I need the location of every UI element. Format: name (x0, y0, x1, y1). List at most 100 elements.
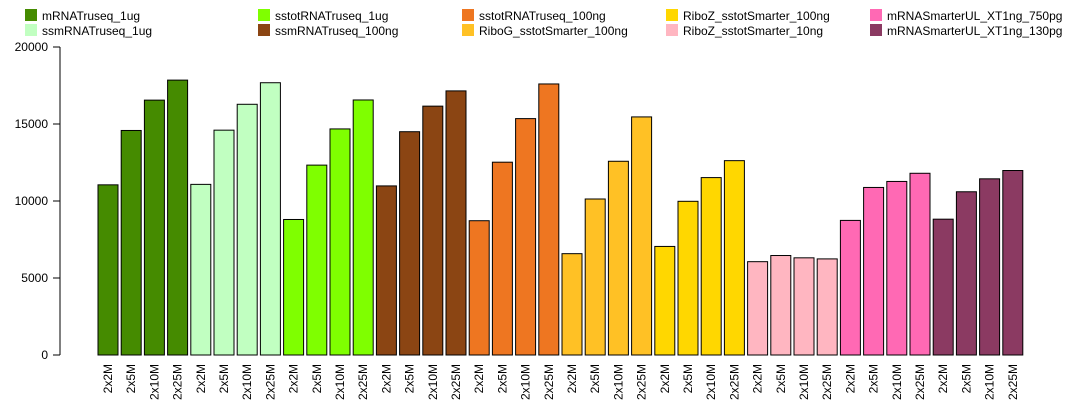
x-tick-label: 2x25M (263, 364, 277, 400)
bar (979, 178, 1001, 356)
x-tick-label: 2x25M (171, 364, 185, 400)
bar (352, 99, 374, 356)
x-tick-label: 2x10M (704, 364, 718, 400)
x-tick-label: 2x10M (983, 364, 997, 400)
bar (631, 116, 653, 356)
x-tick-label: 2x2M (194, 364, 208, 393)
bar (863, 186, 885, 356)
bar (770, 255, 792, 356)
bar (422, 105, 444, 356)
bar (213, 129, 235, 356)
bar (654, 245, 676, 356)
x-tick-label: 2x10M (797, 364, 811, 400)
legend-swatch (25, 9, 37, 21)
legend-label: sstotRNATruseq_1ug (275, 9, 388, 23)
legend-label: RiboZ_sstotSmarter_10ng (683, 24, 823, 38)
bar (909, 172, 931, 356)
bar (816, 258, 838, 356)
x-tick-label: 2x2M (658, 364, 672, 393)
bar (399, 131, 421, 356)
x-tick-label: 2x10M (426, 364, 440, 400)
bars (97, 79, 1024, 356)
bar (955, 191, 977, 356)
x-tick-label: 2x5M (867, 364, 881, 393)
legend-label: mRNASmarterUL_XT1ng_130pg (887, 24, 1062, 38)
x-tick-label: 2x5M (310, 364, 324, 393)
bar (561, 253, 583, 356)
y-tick-label: 5000 (21, 271, 48, 285)
legend-label: mRNASmarterUL_XT1ng_750pg (887, 9, 1062, 23)
bar (839, 219, 861, 356)
x-tick-label: 2x5M (124, 364, 138, 393)
x-tick-label: 2x2M (101, 364, 115, 393)
y-tick-label: 15000 (15, 117, 49, 131)
bar (793, 257, 815, 356)
y-tick-label: 20000 (15, 40, 49, 54)
y-tick-label: 10000 (15, 194, 49, 208)
bar (445, 90, 467, 356)
legend-swatch (870, 24, 882, 36)
bar (607, 160, 629, 356)
bar (584, 198, 606, 356)
legend-label: mRNATruseq_1ug (42, 9, 140, 23)
legend-swatch (462, 9, 474, 21)
x-tick-label: 2x25M (727, 364, 741, 400)
bar (259, 82, 281, 356)
x-tick-label: 2x5M (681, 364, 695, 393)
legend-swatch (258, 9, 270, 21)
x-tick-label: 2x25M (635, 364, 649, 400)
x-tick-label: 2x5M (495, 364, 509, 393)
legend-swatch (666, 24, 678, 36)
y-axis: 0 5000 10000 15000 20000 (15, 40, 61, 362)
x-tick-label: 2x5M (217, 364, 231, 393)
bar (491, 161, 513, 356)
bar (329, 128, 351, 356)
legend-label: ssmRNATruseq_100ng (275, 24, 398, 38)
bar (515, 118, 537, 356)
x-tick-label: 2x10M (519, 364, 533, 400)
bar (747, 261, 769, 356)
bar (97, 184, 119, 356)
x-tick-label: 2x2M (472, 364, 486, 393)
bar (283, 218, 305, 356)
x-tick-label: 2x10M (147, 364, 161, 400)
legend-swatch (666, 9, 678, 21)
x-tick-label: 2x2M (565, 364, 579, 393)
x-tick-label: 2x2M (379, 364, 393, 393)
bar (143, 99, 165, 356)
bar (236, 103, 258, 356)
x-tick-label: 2x25M (542, 364, 556, 400)
bar (700, 177, 722, 356)
x-axis: 2x2M 2x5M 2x10M 2x25M 2x2M 2x5M 2x10M 2x25M 2x2M… (101, 364, 1020, 400)
bar (723, 160, 745, 356)
legend-label: ssmRNATruseq_1ug (42, 24, 152, 38)
legend-swatch (25, 24, 37, 36)
x-tick-label: 2x10M (333, 364, 347, 400)
bar (932, 218, 954, 356)
bar (306, 164, 328, 356)
x-tick-label: 2x2M (936, 364, 950, 393)
y-tick-label: 0 (41, 348, 48, 362)
x-tick-label: 2x5M (959, 364, 973, 393)
x-tick-label: 2x25M (820, 364, 834, 400)
legend-swatch (870, 9, 882, 21)
bar (468, 220, 490, 356)
x-tick-label: 2x25M (1006, 364, 1020, 400)
legend-label: RiboG_sstotSmarter_100ng (479, 24, 628, 38)
x-tick-label: 2x25M (356, 364, 370, 400)
bar (538, 83, 560, 356)
x-tick-label: 2x2M (287, 364, 301, 393)
x-tick-label: 2x5M (403, 364, 417, 393)
x-tick-label: 2x25M (913, 364, 927, 400)
x-tick-label: 2x5M (588, 364, 602, 393)
bar (375, 185, 397, 356)
bar (886, 180, 908, 356)
x-tick-label: 2x10M (240, 364, 254, 400)
bar (1002, 170, 1024, 356)
legend-label: RiboZ_sstotSmarter_100ng (683, 9, 830, 23)
x-tick-label: 2x5M (774, 364, 788, 393)
bar (190, 183, 212, 356)
x-tick-label: 2x10M (890, 364, 904, 400)
